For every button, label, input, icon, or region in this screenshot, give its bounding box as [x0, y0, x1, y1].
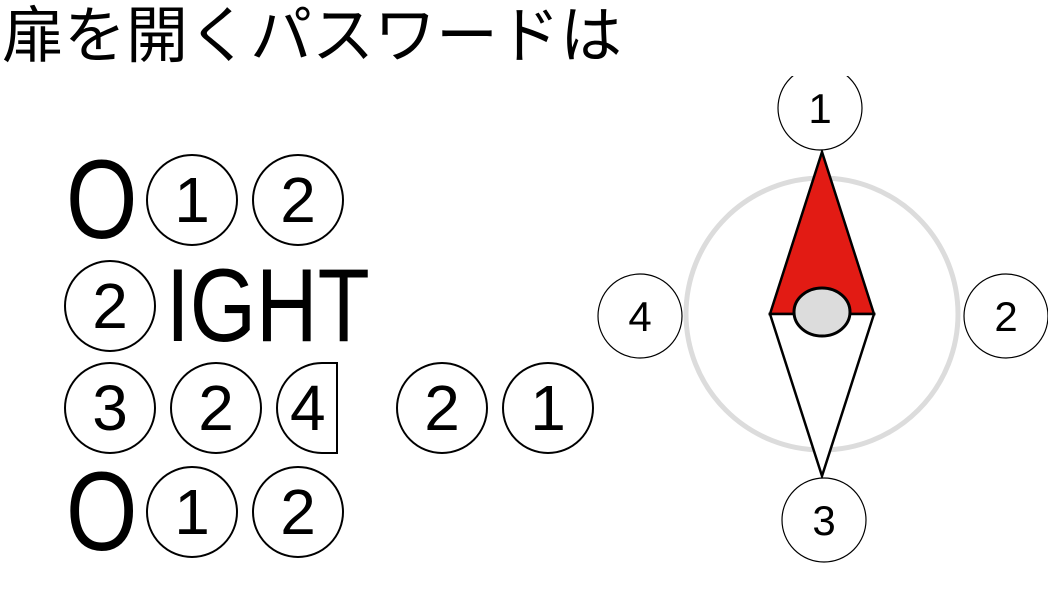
circled-number: 2 [252, 154, 344, 246]
direction-marker-north [777, 76, 863, 151]
compass-hub [792, 286, 852, 338]
circled-number: 1 [146, 154, 238, 246]
page-title: 扉を開くパスワードは [2, 0, 623, 72]
direction-marker-west [597, 273, 683, 359]
direction-marker-south [781, 477, 867, 563]
circled-number-partial: 4 [276, 362, 338, 454]
compass-icon: 1 2 3 4 [597, 76, 1048, 563]
circled-number: 2 [252, 466, 344, 558]
circled-number: 3 [64, 362, 156, 454]
puzzle-row-3: 3 2 4 2 1 [64, 360, 594, 456]
puzzle-letter: O [66, 137, 138, 262]
circled-number: 2 [396, 362, 488, 454]
circled-number: 1 [502, 362, 594, 454]
puzzle-row-1: O 1 2 [66, 137, 344, 262]
compass-needle-south [768, 312, 876, 481]
circled-number: 2 [170, 362, 262, 454]
puzzle-letters: IGHT [166, 248, 370, 364]
puzzle-letter: O [66, 449, 138, 574]
direction-label-south: 3 [812, 497, 835, 544]
direction-label-east: 2 [994, 293, 1017, 340]
direction-label-west: 4 [628, 293, 651, 340]
circled-number: 2 [64, 260, 156, 352]
puzzle-row-2: 2 IGHT [64, 248, 414, 364]
direction-marker-east [963, 273, 1048, 359]
circled-number: 1 [146, 466, 238, 558]
direction-label-north: 1 [808, 85, 831, 132]
puzzle-row-4: O 1 2 [66, 449, 344, 574]
